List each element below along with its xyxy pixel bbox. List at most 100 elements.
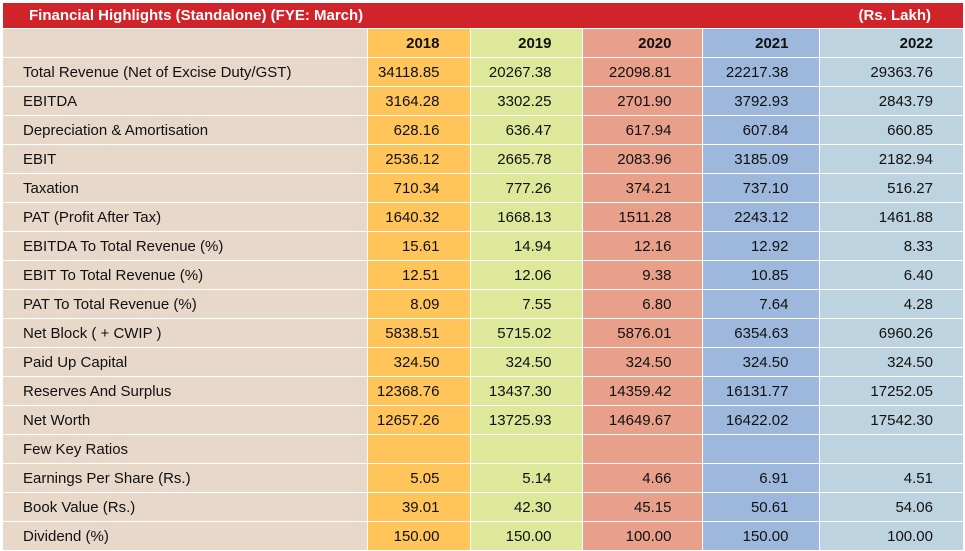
value-cell-2019: 2665.78 — [470, 144, 583, 174]
table-row: Total Revenue (Net of Excise Duty/GST) 34… — [3, 57, 963, 87]
value-cell-2022: 4.51 — [819, 463, 963, 493]
table-banner: Financial Highlights (Standalone) (FYE: … — [3, 3, 963, 28]
value-cell-2021: 6354.63 — [702, 318, 820, 348]
value-cell-2022: 6960.26 — [819, 318, 963, 348]
value-cell-2021: 324.50 — [702, 347, 820, 377]
row-label: EBITDA To Total Revenue (%) — [3, 231, 368, 261]
value-cell-2022: 4.28 — [819, 289, 963, 319]
value-cell-2018: 12657.26 — [367, 405, 471, 435]
value-cell-2022 — [819, 434, 963, 464]
value-cell-2018: 12368.76 — [367, 376, 471, 406]
col-header-2018: 2018 — [367, 29, 471, 58]
value-cell-2018: 628.16 — [367, 115, 471, 145]
value-cell-2020: 100.00 — [582, 521, 703, 551]
table-row: PAT To Total Revenue (%) 8.09 7.55 6.80 7.64… — [3, 289, 963, 319]
value-cell-2021: 150.00 — [702, 521, 820, 551]
table-row: EBITDA To Total Revenue (%) 15.61 14.94 12.… — [3, 231, 963, 261]
col-header-2020: 2020 — [582, 29, 703, 58]
row-label: Book Value (Rs.) — [3, 492, 368, 522]
value-cell-2019: 20267.38 — [470, 57, 583, 87]
row-label: Net Worth — [3, 405, 368, 435]
value-cell-2022: 324.50 — [819, 347, 963, 377]
value-cell-2019: 13725.93 — [470, 405, 583, 435]
value-cell-2019: 7.55 — [470, 289, 583, 319]
value-cell-2020: 324.50 — [582, 347, 703, 377]
value-cell-2020: 6.80 — [582, 289, 703, 319]
value-cell-2022: 100.00 — [819, 521, 963, 551]
value-cell-2020: 9.38 — [582, 260, 703, 290]
value-cell-2022: 2843.79 — [819, 86, 963, 116]
value-cell-2018: 3164.28 — [367, 86, 471, 116]
value-cell-2018: 2536.12 — [367, 144, 471, 174]
value-cell-2021: 3792.93 — [702, 86, 820, 116]
value-cell-2022: 29363.76 — [819, 57, 963, 87]
row-label: Taxation — [3, 173, 368, 203]
row-label: Net Block ( + CWIP ) — [3, 318, 368, 348]
table-row: Net Block ( + CWIP ) 5838.51 5715.02 5876.0… — [3, 318, 963, 348]
value-cell-2018: 39.01 — [367, 492, 471, 522]
row-label: Paid Up Capital — [3, 347, 368, 377]
row-label: EBIT To Total Revenue (%) — [3, 260, 368, 290]
table-row: EBIT 2536.12 2665.78 2083.96 3185.09 2182.94 — [3, 144, 963, 174]
value-cell-2019: 324.50 — [470, 347, 583, 377]
value-cell-2022: 2182.94 — [819, 144, 963, 174]
table-row: Taxation 710.34 777.26 374.21 737.10 516.27 — [3, 173, 963, 203]
value-cell-2022: 1461.88 — [819, 202, 963, 232]
value-cell-2021: 16422.02 — [702, 405, 820, 435]
value-cell-2020 — [582, 434, 703, 464]
table-row: Few Key Ratios — [3, 434, 963, 464]
table-row: Reserves And Surplus 12368.76 13437.30 1435… — [3, 376, 963, 406]
value-cell-2021: 737.10 — [702, 173, 820, 203]
value-cell-2020: 5876.01 — [582, 318, 703, 348]
header-label-cell — [3, 29, 368, 58]
value-cell-2019: 5715.02 — [470, 318, 583, 348]
value-cell-2018: 12.51 — [367, 260, 471, 290]
value-cell-2019: 636.47 — [470, 115, 583, 145]
value-cell-2018: 5.05 — [367, 463, 471, 493]
value-cell-2022: 8.33 — [819, 231, 963, 261]
value-cell-2022: 17252.05 — [819, 376, 963, 406]
value-cell-2019: 5.14 — [470, 463, 583, 493]
value-cell-2019: 14.94 — [470, 231, 583, 261]
value-cell-2018: 5838.51 — [367, 318, 471, 348]
value-cell-2019: 777.26 — [470, 173, 583, 203]
value-cell-2019: 3302.25 — [470, 86, 583, 116]
value-cell-2018: 324.50 — [367, 347, 471, 377]
value-cell-2020: 374.21 — [582, 173, 703, 203]
value-cell-2020: 45.15 — [582, 492, 703, 522]
row-label: Dividend (%) — [3, 521, 368, 551]
value-cell-2020: 2083.96 — [582, 144, 703, 174]
value-cell-2020: 22098.81 — [582, 57, 703, 87]
value-cell-2021: 7.64 — [702, 289, 820, 319]
table-row: Dividend (%) 150.00 150.00 100.00 150.00 100.… — [3, 521, 963, 551]
row-label: PAT (Profit After Tax) — [3, 202, 368, 232]
value-cell-2020: 2701.90 — [582, 86, 703, 116]
value-cell-2021: 3185.09 — [702, 144, 820, 174]
row-label: EBIT — [3, 144, 368, 174]
row-label: Total Revenue (Net of Excise Duty/GST) — [3, 57, 368, 87]
value-cell-2019: 150.00 — [470, 521, 583, 551]
financial-highlights-table: 2018 2019 2020 2021 2022 Total Revenue (… — [3, 29, 963, 551]
value-cell-2021: 50.61 — [702, 492, 820, 522]
value-cell-2019: 1668.13 — [470, 202, 583, 232]
value-cell-2020: 14649.67 — [582, 405, 703, 435]
col-header-2021: 2021 — [702, 29, 820, 58]
financial-highlights-table-figure: Financial Highlights (Standalone) (FYE: … — [3, 3, 963, 551]
table-row: EBITDA 3164.28 3302.25 2701.90 3792.93 2843.7… — [3, 86, 963, 116]
value-cell-2018 — [367, 434, 471, 464]
value-cell-2018: 1640.32 — [367, 202, 471, 232]
table-row: Book Value (Rs.) 39.01 42.30 45.15 50.61 54.0… — [3, 492, 963, 522]
value-cell-2022: 516.27 — [819, 173, 963, 203]
value-cell-2022: 17542.30 — [819, 405, 963, 435]
table-row: Paid Up Capital 324.50 324.50 324.50 324.50 3… — [3, 347, 963, 377]
value-cell-2018: 8.09 — [367, 289, 471, 319]
value-cell-2018: 710.34 — [367, 173, 471, 203]
row-label: Earnings Per Share (Rs.) — [3, 463, 368, 493]
value-cell-2020: 1511.28 — [582, 202, 703, 232]
table-row: Net Worth 12657.26 13725.93 14649.67 16422.0… — [3, 405, 963, 435]
value-cell-2018: 34118.85 — [367, 57, 471, 87]
col-header-2019: 2019 — [470, 29, 583, 58]
value-cell-2021 — [702, 434, 820, 464]
table-row: Earnings Per Share (Rs.) 5.05 5.14 4.66 6.91… — [3, 463, 963, 493]
value-cell-2018: 15.61 — [367, 231, 471, 261]
